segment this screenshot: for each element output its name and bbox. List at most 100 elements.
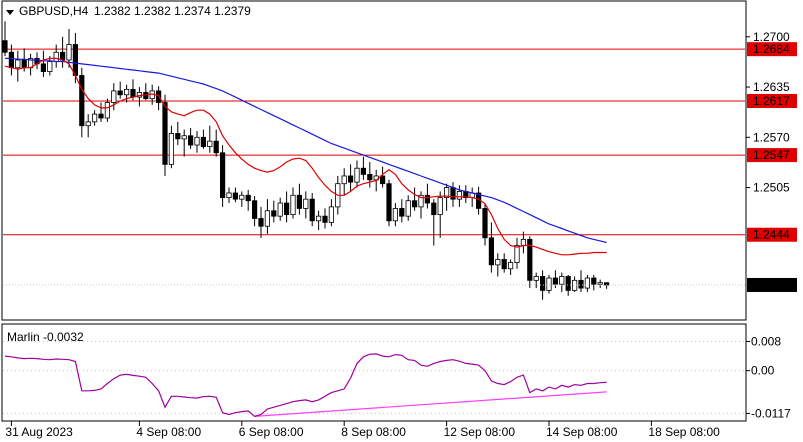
candle — [546, 274, 552, 294]
candle-body-bear — [450, 187, 456, 200]
candle — [111, 83, 117, 111]
candle-body-bear — [309, 198, 315, 222]
oscillator-axis: 0.008 0.00 -0.0117 — [3, 334, 791, 420]
candle-body-bull — [207, 140, 213, 147]
candle — [79, 67, 85, 138]
candle-body-bear — [501, 259, 507, 270]
candle — [219, 145, 226, 207]
candle-body-bear — [283, 202, 290, 216]
level-tag-3 — [747, 227, 797, 242]
candle — [85, 114, 91, 138]
candle-body-bear — [213, 140, 219, 154]
candle-body-bull — [495, 259, 501, 266]
candle — [40, 50, 47, 77]
candle — [232, 187, 238, 203]
candle-body-bear — [130, 88, 136, 98]
candle-body-bear — [21, 59, 27, 69]
candle-body-bear — [488, 237, 495, 266]
level-tag-label: 1.2547 — [753, 148, 790, 162]
candle — [175, 121, 181, 146]
candle — [98, 102, 104, 122]
candle-body-bull — [507, 262, 514, 270]
candle-body-bear — [8, 51, 14, 69]
candle — [482, 203, 488, 246]
candle-body-bear — [360, 167, 367, 175]
candle — [405, 195, 411, 221]
candle-body-bear — [187, 135, 194, 146]
candle — [411, 187, 418, 211]
symbol-label: GBPUSD,H4 — [19, 4, 89, 18]
candle — [584, 274, 591, 292]
price-tick-label: 1.2635 — [753, 80, 790, 94]
candle-body-bull — [303, 198, 309, 209]
candle — [258, 206, 264, 238]
candle — [341, 168, 347, 196]
candle-body-bull — [533, 276, 539, 281]
candle-body-bull — [514, 245, 520, 263]
candle — [347, 164, 354, 192]
candle — [47, 56, 53, 76]
candle — [200, 129, 206, 149]
candle — [245, 189, 251, 211]
candle — [488, 222, 495, 273]
level-tag-1 — [747, 93, 797, 108]
candle-body-bull — [418, 194, 424, 208]
candle — [303, 191, 309, 219]
candle — [226, 187, 232, 204]
candle — [104, 98, 110, 122]
candle-body-bull — [456, 191, 463, 200]
price-panel[interactable]: 1.2700 1.2635 1.2570 1.2505 1.2684 1.2617 1.25… — [1, 0, 797, 321]
candle-body-bull — [597, 282, 603, 285]
time-tick-label: 18 Sep 08:00 — [648, 425, 720, 439]
ohlc-readout: 1.2382 1.2382 1.2374 1.2379 — [94, 4, 251, 18]
candle-body-bear — [258, 218, 264, 227]
candle-body-bear — [60, 51, 66, 61]
level-tag-label: 1.2684 — [753, 42, 790, 56]
candle — [322, 208, 328, 229]
candle-body-bull — [392, 208, 399, 222]
time-tick-label: 12 Sep 08:00 — [444, 425, 516, 439]
candle-body-bear — [411, 200, 418, 208]
candle-body-bull — [341, 175, 347, 185]
candle — [514, 237, 520, 269]
candle — [399, 199, 405, 223]
current-price-tag — [747, 277, 797, 292]
oscillator-panel[interactable]: 0.008 0.00 -0.0117 Marlin -0.0032 — [1, 323, 791, 422]
candle-body-bull — [15, 59, 21, 69]
candle-body-bull — [53, 51, 59, 62]
oscillator-tick-label: -0.0117 — [751, 406, 791, 420]
candle-body-bear — [379, 175, 386, 185]
candle — [501, 253, 507, 273]
candle — [309, 192, 315, 227]
candle — [540, 270, 546, 300]
time-tick-label: 8 Sep 08:00 — [341, 425, 406, 439]
candle-body-bull — [559, 276, 565, 285]
candle — [277, 197, 283, 221]
candle-body-bull — [92, 113, 98, 123]
candle — [251, 196, 258, 227]
candle-body-bull — [168, 133, 174, 165]
candle-body-bear — [565, 276, 571, 291]
price-tick-label: 1.2570 — [753, 130, 790, 144]
fast-moving-average-line — [4, 57, 607, 256]
candle-body-bear — [431, 202, 437, 216]
level-tag-2 — [747, 148, 797, 163]
triangle-down-icon[interactable] — [6, 10, 14, 15]
candle-body-bull — [239, 194, 245, 200]
candle-body-bear — [591, 277, 597, 285]
candle — [264, 199, 271, 234]
time-tick-label: 31 Aug 2023 — [5, 425, 73, 439]
candle — [379, 166, 386, 188]
candle-body-bull — [405, 200, 411, 217]
marlin-oscillator-line — [4, 353, 607, 417]
candle-body-bear — [2, 40, 8, 53]
candle-body-bear — [482, 208, 488, 239]
candle-body-bull — [443, 187, 450, 199]
candle — [565, 274, 571, 296]
candle-body-bull — [226, 192, 232, 199]
oscillator-trendline — [254, 391, 607, 417]
time-tick-label: 6 Sep 08:00 — [239, 425, 304, 439]
candle-body-bear — [72, 44, 78, 76]
time-tick-label: 4 Sep 08:00 — [136, 425, 201, 439]
